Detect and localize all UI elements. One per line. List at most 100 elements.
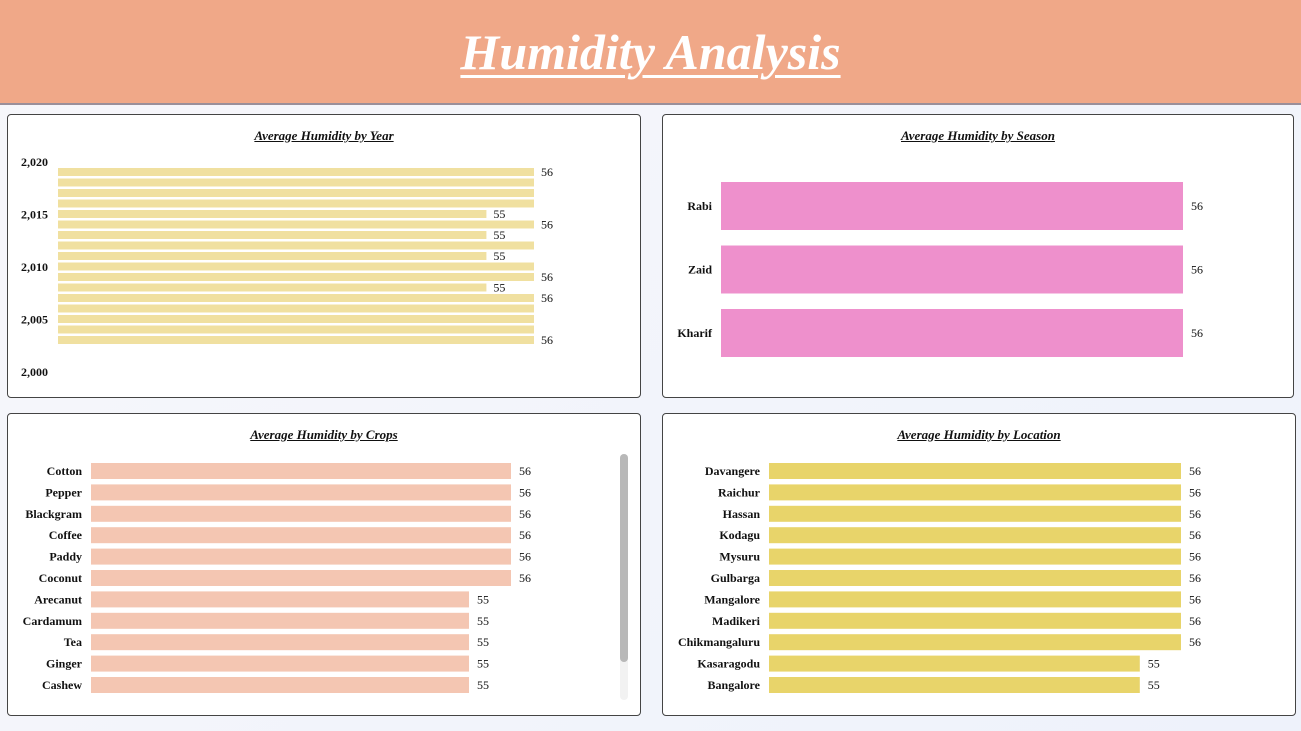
value-label-coffee: 56 bbox=[519, 528, 531, 542]
category-label-kodagu: Kodagu bbox=[719, 528, 760, 542]
category-label-chikmangaluru: Chikmangaluru bbox=[678, 635, 760, 649]
bar-year-2017 bbox=[58, 199, 534, 208]
dashboard-header: Humidity Analysis bbox=[0, 0, 1301, 105]
value-label-mysuru: 56 bbox=[1189, 550, 1201, 564]
value-label-year-2008: 56 bbox=[541, 291, 553, 305]
bar-hassan bbox=[769, 505, 1181, 522]
bar-year-2009 bbox=[58, 283, 487, 292]
year-tick-2010: 2,010 bbox=[21, 260, 48, 274]
value-label-gulbarga: 56 bbox=[1189, 571, 1201, 585]
bar-kharif bbox=[721, 309, 1183, 357]
category-label-madikeri: Madikeri bbox=[712, 614, 761, 628]
year-tick-2015: 2,015 bbox=[21, 208, 48, 222]
value-label-year-2010: 56 bbox=[541, 270, 553, 284]
category-label-paddy: Paddy bbox=[49, 550, 82, 564]
category-label-ginger: Ginger bbox=[46, 657, 83, 671]
crops-scrollbar[interactable] bbox=[620, 454, 628, 700]
value-label-year-2009: 55 bbox=[493, 281, 505, 295]
value-label-zaid: 56 bbox=[1191, 263, 1203, 277]
value-label-pepper: 56 bbox=[519, 485, 531, 499]
value-label-cotton: 56 bbox=[519, 464, 531, 478]
category-label-cotton: Cotton bbox=[47, 464, 83, 478]
value-label-kharif: 56 bbox=[1191, 326, 1203, 340]
bar-coconut bbox=[91, 570, 511, 586]
bar-year-2020 bbox=[58, 168, 534, 176]
value-label-paddy: 56 bbox=[519, 550, 531, 564]
bar-year-2008 bbox=[58, 294, 534, 302]
value-label-bangalore: 55 bbox=[1148, 678, 1160, 692]
bar-mysuru bbox=[769, 548, 1181, 565]
bar-year-2004 bbox=[58, 336, 534, 344]
value-label-coconut: 56 bbox=[519, 571, 531, 585]
category-label-raichur: Raichur bbox=[718, 485, 761, 499]
category-label-mysuru: Mysuru bbox=[719, 550, 760, 564]
category-label-tea: Tea bbox=[64, 635, 82, 649]
bar-year-2011 bbox=[58, 262, 534, 271]
value-label-hassan: 56 bbox=[1189, 507, 1201, 521]
bar-cardamum bbox=[91, 612, 469, 629]
value-label-year-2015: 56 bbox=[541, 218, 553, 232]
bar-pepper bbox=[91, 484, 511, 501]
category-label-zaid: Zaid bbox=[688, 263, 712, 277]
bar-kodagu bbox=[769, 527, 1181, 544]
bar-davangere bbox=[769, 463, 1181, 479]
category-label-kasaragodu: Kasaragodu bbox=[697, 657, 760, 671]
value-label-ginger: 55 bbox=[477, 657, 489, 671]
bar-year-2014 bbox=[58, 231, 487, 239]
value-label-year-2012: 55 bbox=[493, 249, 505, 263]
bar-zaid bbox=[721, 245, 1183, 294]
bar-paddy bbox=[91, 548, 511, 565]
location-chart-svg: Davangere 56 Raichur 56 Hassan 56 Kodagu 56 Mysu… bbox=[678, 463, 1201, 693]
crops-scrollbar-thumb[interactable] bbox=[620, 454, 628, 662]
location-chart-title: Average Humidity by Location bbox=[897, 427, 1061, 442]
category-label-pepper: Pepper bbox=[45, 485, 82, 499]
value-label-year-2004: 56 bbox=[541, 333, 553, 347]
bar-year-2010 bbox=[58, 273, 534, 281]
bar-cashew bbox=[91, 677, 469, 693]
value-label-rabi: 56 bbox=[1191, 199, 1203, 213]
category-label-cashew: Cashew bbox=[42, 678, 82, 692]
bar-arecanut bbox=[91, 591, 469, 608]
category-label-hassan: Hassan bbox=[723, 507, 761, 521]
category-label-bangalore: Bangalore bbox=[708, 678, 761, 692]
category-label-blackgram: Blackgram bbox=[25, 507, 82, 521]
value-label-kasaragodu: 55 bbox=[1148, 657, 1160, 671]
value-label-blackgram: 56 bbox=[519, 507, 531, 521]
bar-coffee bbox=[91, 527, 511, 544]
bar-cotton bbox=[91, 463, 511, 479]
bar-year-2012 bbox=[58, 252, 487, 260]
value-label-year-2014: 55 bbox=[493, 228, 505, 242]
bar-year-2016 bbox=[58, 210, 487, 218]
value-label-mangalore: 56 bbox=[1189, 592, 1201, 606]
value-label-cardamum: 55 bbox=[477, 614, 489, 628]
page-title: Humidity Analysis bbox=[460, 23, 841, 80]
year-tick-2020: 2,020 bbox=[21, 155, 48, 169]
category-label-cardamum: Cardamum bbox=[23, 614, 82, 628]
bar-year-2005 bbox=[58, 325, 534, 334]
value-label-davangere: 56 bbox=[1189, 464, 1201, 478]
category-label-davangere: Davangere bbox=[705, 464, 761, 478]
bar-chikmangaluru bbox=[769, 634, 1181, 651]
category-label-gulbarga: Gulbarga bbox=[711, 571, 760, 585]
year-tick-2000: 2,000 bbox=[21, 365, 48, 379]
bar-year-2019 bbox=[58, 178, 534, 187]
category-label-coconut: Coconut bbox=[39, 571, 82, 585]
bar-rabi bbox=[721, 182, 1183, 230]
bar-year-2007 bbox=[58, 304, 534, 313]
bar-blackgram bbox=[91, 505, 511, 522]
bar-year-2018 bbox=[58, 189, 534, 197]
bar-tea bbox=[91, 634, 469, 651]
bar-madikeri bbox=[769, 612, 1181, 629]
category-label-mangalore: Mangalore bbox=[704, 592, 760, 606]
crops-chart-panel: Average Humidity by Crops Cotton 56 Pepper… bbox=[7, 413, 641, 716]
location-chart-panel: Average Humidity by Location Davangere 56… bbox=[662, 413, 1296, 716]
season-chart-svg: Rabi 56 Zaid 56 Kharif 56 bbox=[677, 182, 1203, 357]
bar-kasaragodu bbox=[769, 655, 1140, 672]
season-chart-panel: Average Humidity by Season Rabi 56 Zaid 56 K… bbox=[662, 114, 1294, 398]
year-chart-panel: Average Humidity by Year 2,020 2,015 2,010… bbox=[7, 114, 641, 398]
value-label-year-2020: 56 bbox=[541, 165, 553, 179]
value-label-arecanut: 55 bbox=[477, 592, 489, 606]
bar-mangalore bbox=[769, 591, 1181, 608]
year-chart-svg: 2,020 2,015 2,010 2,005 2,000 56 55 56 55 55 56 55 5… bbox=[21, 155, 553, 379]
value-label-cashew: 55 bbox=[477, 678, 489, 692]
